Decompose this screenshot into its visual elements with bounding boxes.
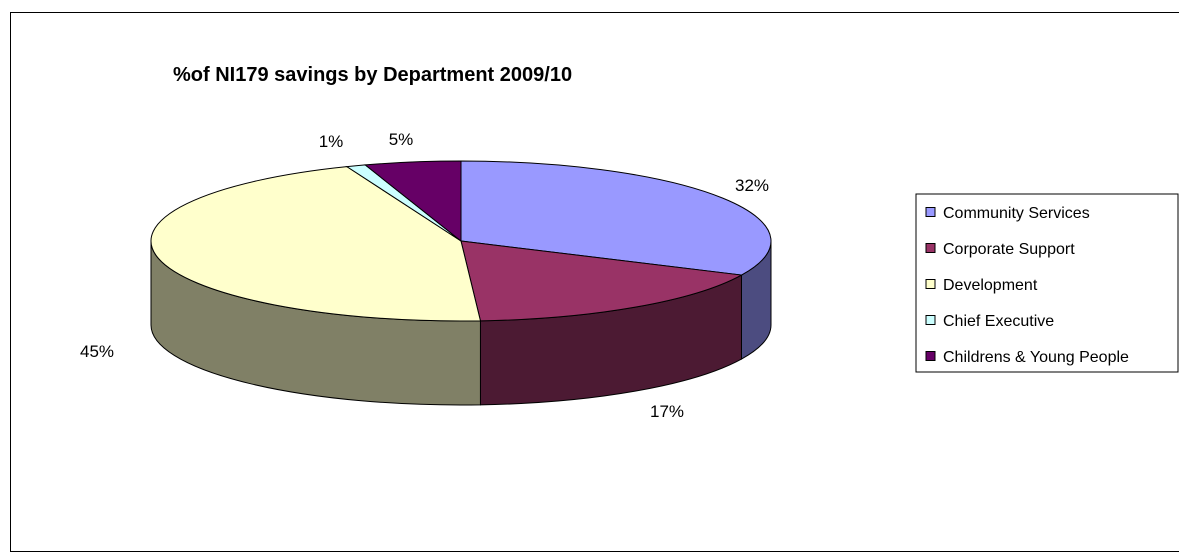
legend-swatch (925, 279, 936, 289)
legend-item[interactable]: Community Services (925, 205, 1090, 222)
pie-sides (150, 240, 772, 406)
legend-items: Community Services Corporate Support Devel… (925, 205, 1129, 366)
legend-label: Development (943, 277, 1038, 294)
legend-swatch (925, 315, 936, 325)
legend-item[interactable]: Childrens & Young People (925, 349, 1129, 366)
legend-label: Corporate Support (943, 241, 1075, 258)
data-label-development: 45% (80, 342, 114, 361)
data-label-childrens-young-people: 5% (389, 130, 414, 149)
legend[interactable]: Community Services Corporate Support Devel… (915, 193, 1179, 373)
data-label-corporate-support: 17% (650, 402, 684, 421)
pie-data-labels: 32% 17% 45% 1% 5% (80, 130, 769, 421)
legend-swatch (925, 243, 936, 253)
legend-item[interactable]: Development (925, 277, 1038, 294)
data-label-community-services: 32% (735, 176, 769, 195)
pie-slice-community-services[interactable] (460, 160, 772, 276)
legend-item[interactable]: Corporate Support (925, 241, 1075, 258)
legend-item[interactable]: Chief Executive (925, 313, 1054, 330)
pie-slice-corporate-support[interactable] (460, 240, 744, 322)
legend-box (915, 193, 1179, 373)
chart-title: %of NI179 savings by Department 2009/10 (173, 64, 572, 86)
legend-swatch (925, 207, 936, 217)
legend-label: Chief Executive (943, 313, 1054, 330)
data-label-chief-executive: 1% (319, 132, 344, 151)
pie-slice-development[interactable] (150, 166, 482, 322)
pie-slice-childrens-young-people[interactable] (363, 160, 462, 243)
legend-label: Childrens & Young People (943, 349, 1129, 366)
legend-label: Community Services (943, 205, 1090, 222)
legend-swatch (925, 351, 936, 361)
pie-tops (150, 160, 772, 322)
